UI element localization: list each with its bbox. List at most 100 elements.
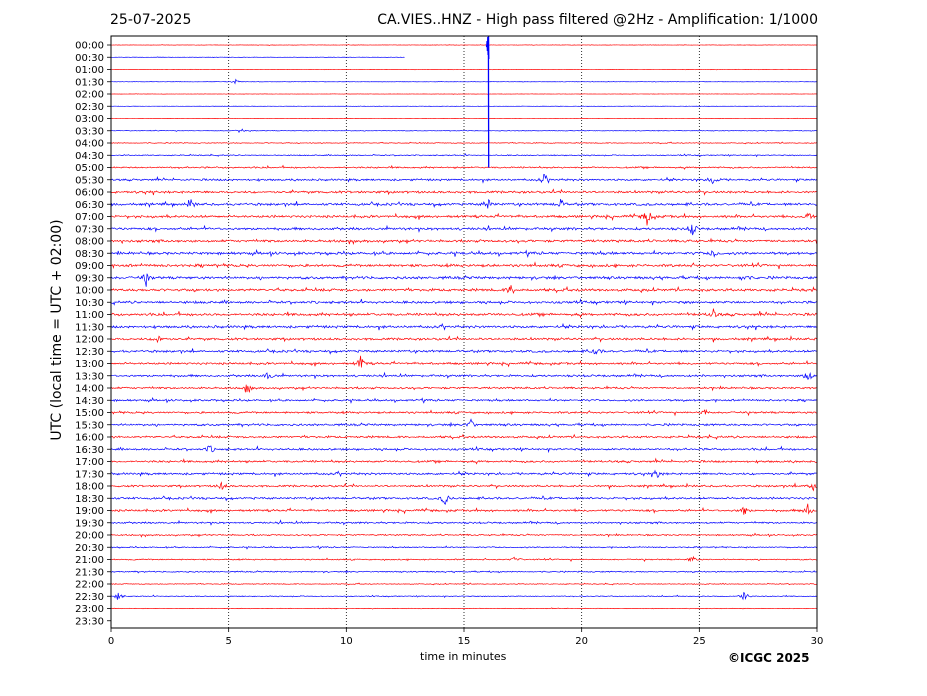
y-tick-label: 13:00: [75, 359, 104, 370]
trace-1600: [111, 433, 817, 440]
y-tick-label: 02:30: [75, 102, 104, 113]
y-tick-label: 10:00: [75, 286, 104, 297]
y-tick-label: 23:00: [75, 604, 104, 615]
x-axis-label: time in minutes: [420, 650, 507, 663]
y-tick-label: 13:30: [75, 371, 104, 382]
y-tick-label: 15:30: [75, 420, 104, 431]
y-tick-label: 06:30: [75, 200, 104, 211]
y-tick-label: 04:30: [75, 151, 104, 162]
trace-2200: [111, 582, 817, 586]
trace-0130: [111, 78, 817, 85]
trace-1730: [111, 469, 817, 478]
event-spike: [485, 36, 490, 168]
trace-0830: [111, 248, 817, 258]
trace-0300: [111, 117, 817, 120]
trace-1430: [111, 397, 817, 404]
trace-2030: [111, 545, 817, 550]
y-tick-label: 06:00: [75, 188, 104, 199]
y-tick-label: 11:30: [75, 322, 104, 333]
trace-1800: [111, 481, 817, 492]
y-tick-label: 20:00: [75, 531, 104, 542]
trace-1000: [111, 285, 817, 295]
y-tick-label: 21:30: [75, 567, 104, 578]
y-tick-label: 19:30: [75, 518, 104, 529]
y-tick-label: 20:30: [75, 543, 104, 554]
trace-1500: [111, 408, 817, 417]
trace-0030: [111, 56, 405, 58]
y-tick-label: 10:30: [75, 298, 104, 309]
y-tick-label: 09:30: [75, 273, 104, 284]
trace-0500: [111, 164, 817, 170]
x-tick-label: 0: [108, 636, 114, 647]
trace-1530: [111, 418, 817, 428]
y-tick-label: 16:30: [75, 445, 104, 456]
trace-1030: [111, 298, 817, 306]
trace-1130: [111, 322, 817, 331]
trace-0600: [111, 188, 817, 196]
y-tick-label: 15:00: [75, 408, 104, 419]
copyright-label: ©ICGC 2025: [728, 651, 810, 665]
y-tick-label: 23:30: [75, 616, 104, 627]
y-tick-label: 22:30: [75, 592, 104, 603]
date-label: 25-07-2025: [110, 12, 192, 28]
y-tick-label: 01:30: [75, 77, 104, 88]
trace-0100: [111, 68, 817, 71]
trace-0700: [111, 212, 817, 226]
trace-1230: [111, 347, 817, 355]
y-tick-label: 22:00: [75, 580, 104, 591]
trace-0730: [111, 224, 817, 236]
plot-frame: [110, 35, 818, 629]
y-tick-label: 07:00: [75, 212, 104, 223]
y-tick-label: 18:00: [75, 482, 104, 493]
trace-0430: [111, 153, 817, 158]
trace-0200: [111, 93, 817, 95]
y-tick-label: 09:00: [75, 261, 104, 272]
trace-1830: [111, 495, 817, 505]
y-tick-label: 03:30: [75, 126, 104, 137]
trace-0930: [111, 273, 817, 287]
x-tick-label: 25: [693, 636, 706, 647]
trace-1200: [111, 335, 817, 344]
trace-1330: [111, 371, 817, 380]
traces: [111, 36, 817, 610]
trace-0330: [111, 128, 817, 134]
trace-1300: [111, 355, 817, 368]
y-tick-label: 05:30: [75, 175, 104, 186]
trace-0400: [111, 141, 817, 145]
y-tick-label: 12:00: [75, 335, 104, 346]
trace-2230: [111, 591, 817, 601]
y-tick-label: 12:30: [75, 347, 104, 358]
x-tick-label: 30: [811, 636, 824, 647]
trace-1630: [111, 445, 817, 454]
trace-1100: [111, 308, 817, 319]
x-tick-label: 20: [575, 636, 588, 647]
trace-0800: [111, 237, 817, 245]
trace-0900: [111, 261, 817, 270]
trace-1400: [111, 384, 817, 393]
y-tick-label: 08:00: [75, 237, 104, 248]
y-tick-label: 05:00: [75, 163, 104, 174]
y-tick-label: 03:00: [75, 114, 104, 125]
y-tick-label: 11:00: [75, 310, 104, 321]
y-tick-label: 01:00: [75, 65, 104, 76]
y-tick-label: 02:00: [75, 90, 104, 101]
y-tick-label: 21:00: [75, 555, 104, 566]
trace-0530: [111, 173, 817, 185]
y-tick-label: 14:30: [75, 396, 104, 407]
y-tick-label: 07:30: [75, 224, 104, 235]
y-tick-label: 04:00: [75, 139, 104, 150]
x-tick-label: 10: [340, 636, 353, 647]
trace-1930: [111, 519, 817, 526]
y-tick-label: 00:00: [75, 41, 104, 52]
chart-title: CA.VIES..HNZ - High pass filtered @2Hz -…: [377, 12, 818, 28]
y-tick-label: 17:00: [75, 457, 104, 468]
trace-2100: [111, 555, 817, 563]
y-tick-label: 18:30: [75, 494, 104, 505]
y-tick-label: 14:00: [75, 384, 104, 395]
y-tick-label: 00:30: [75, 53, 104, 64]
x-tick-label: 5: [225, 636, 231, 647]
trace-2300: [111, 607, 817, 610]
y-tick-label: 17:30: [75, 469, 104, 480]
